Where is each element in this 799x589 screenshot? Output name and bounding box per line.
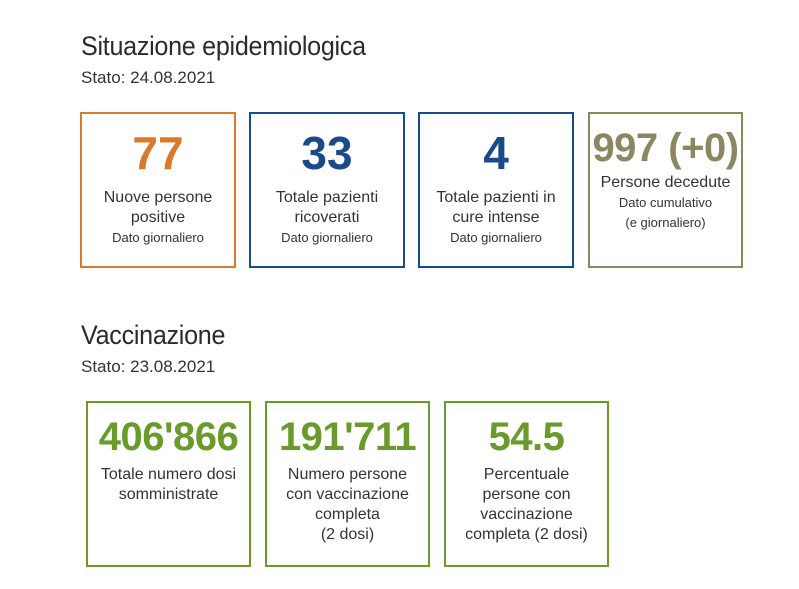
vaccination-percentage-label-line1: Percentuale	[483, 466, 570, 483]
fully-vaccinated-label-line1: Numero persone	[287, 466, 408, 483]
vaccination-percentage-label-line4: completa (2 dosi)	[465, 526, 588, 543]
new-positive-value: 77	[132, 127, 184, 179]
deceased-subtitle-line2: (e giornaliero)	[625, 215, 706, 230]
total-doses-card: 406'866 Totale numero dosi somministrate	[86, 401, 251, 567]
total-doses-value: 406'866	[98, 415, 239, 459]
total-doses-label-line1: Totale numero dosi	[100, 466, 237, 483]
vacc-stato-date: Stato: 23.08.2021	[81, 357, 216, 376]
vaccination-percentage-value: 54.5	[488, 415, 565, 459]
new-positive-label-line1: Nuove persone	[103, 189, 213, 206]
deceased-label: Persone decedute	[600, 174, 731, 191]
fully-vaccinated-label-line3: completa	[315, 506, 380, 523]
deceased-value: 997 (+0)	[592, 126, 739, 170]
hospitalized-label-line2: ricoverati	[294, 209, 360, 226]
hospitalized-label-line1: Totale pazienti	[275, 189, 379, 206]
intensive-care-subtitle: Dato giornaliero	[450, 230, 542, 245]
epi-stato-date: Stato: 24.08.2021	[81, 68, 216, 87]
fully-vaccinated-value: 191'711	[278, 415, 417, 459]
fully-vaccinated-card: 191'711 Numero persone con vaccinazione …	[265, 401, 430, 567]
deceased-subtitle-line1: Dato cumulativo	[618, 195, 713, 210]
epi-section-title: Situazione epidemiologica	[81, 31, 366, 61]
intensive-care-card: 4 Totale pazienti in cure intense Dato g…	[418, 112, 574, 268]
new-positive-subtitle: Dato giornaliero	[112, 230, 204, 245]
new-positive-label-line2: positive	[130, 209, 186, 226]
vaccination-percentage-card: 54.5 Percentuale persone con vaccinazion…	[444, 401, 609, 567]
hospitalized-value: 33	[301, 127, 353, 179]
vacc-section-title: Vaccinazione	[81, 320, 226, 350]
deceased-card: 997 (+0) Persone decedute Dato cumulativ…	[588, 112, 743, 268]
hospitalized-subtitle: Dato giornaliero	[281, 230, 373, 245]
vaccination-percentage-label-line2: persone con	[482, 486, 571, 503]
hospitalized-card: 33 Totale pazienti ricoverati Dato giorn…	[249, 112, 405, 268]
new-positive-card: 77 Nuove persone positive Dato giornalie…	[80, 112, 236, 268]
intensive-care-label-line1: Totale pazienti in	[436, 189, 556, 206]
fully-vaccinated-label-line2: con vaccinazione	[286, 486, 409, 503]
vaccination-percentage-label-line3: vaccinazione	[480, 506, 573, 523]
total-doses-label-line2: somministrate	[118, 486, 219, 503]
intensive-care-value: 4	[483, 127, 509, 179]
fully-vaccinated-label-line4: (2 dosi)	[320, 526, 375, 543]
intensive-care-label-line2: cure intense	[452, 209, 540, 226]
